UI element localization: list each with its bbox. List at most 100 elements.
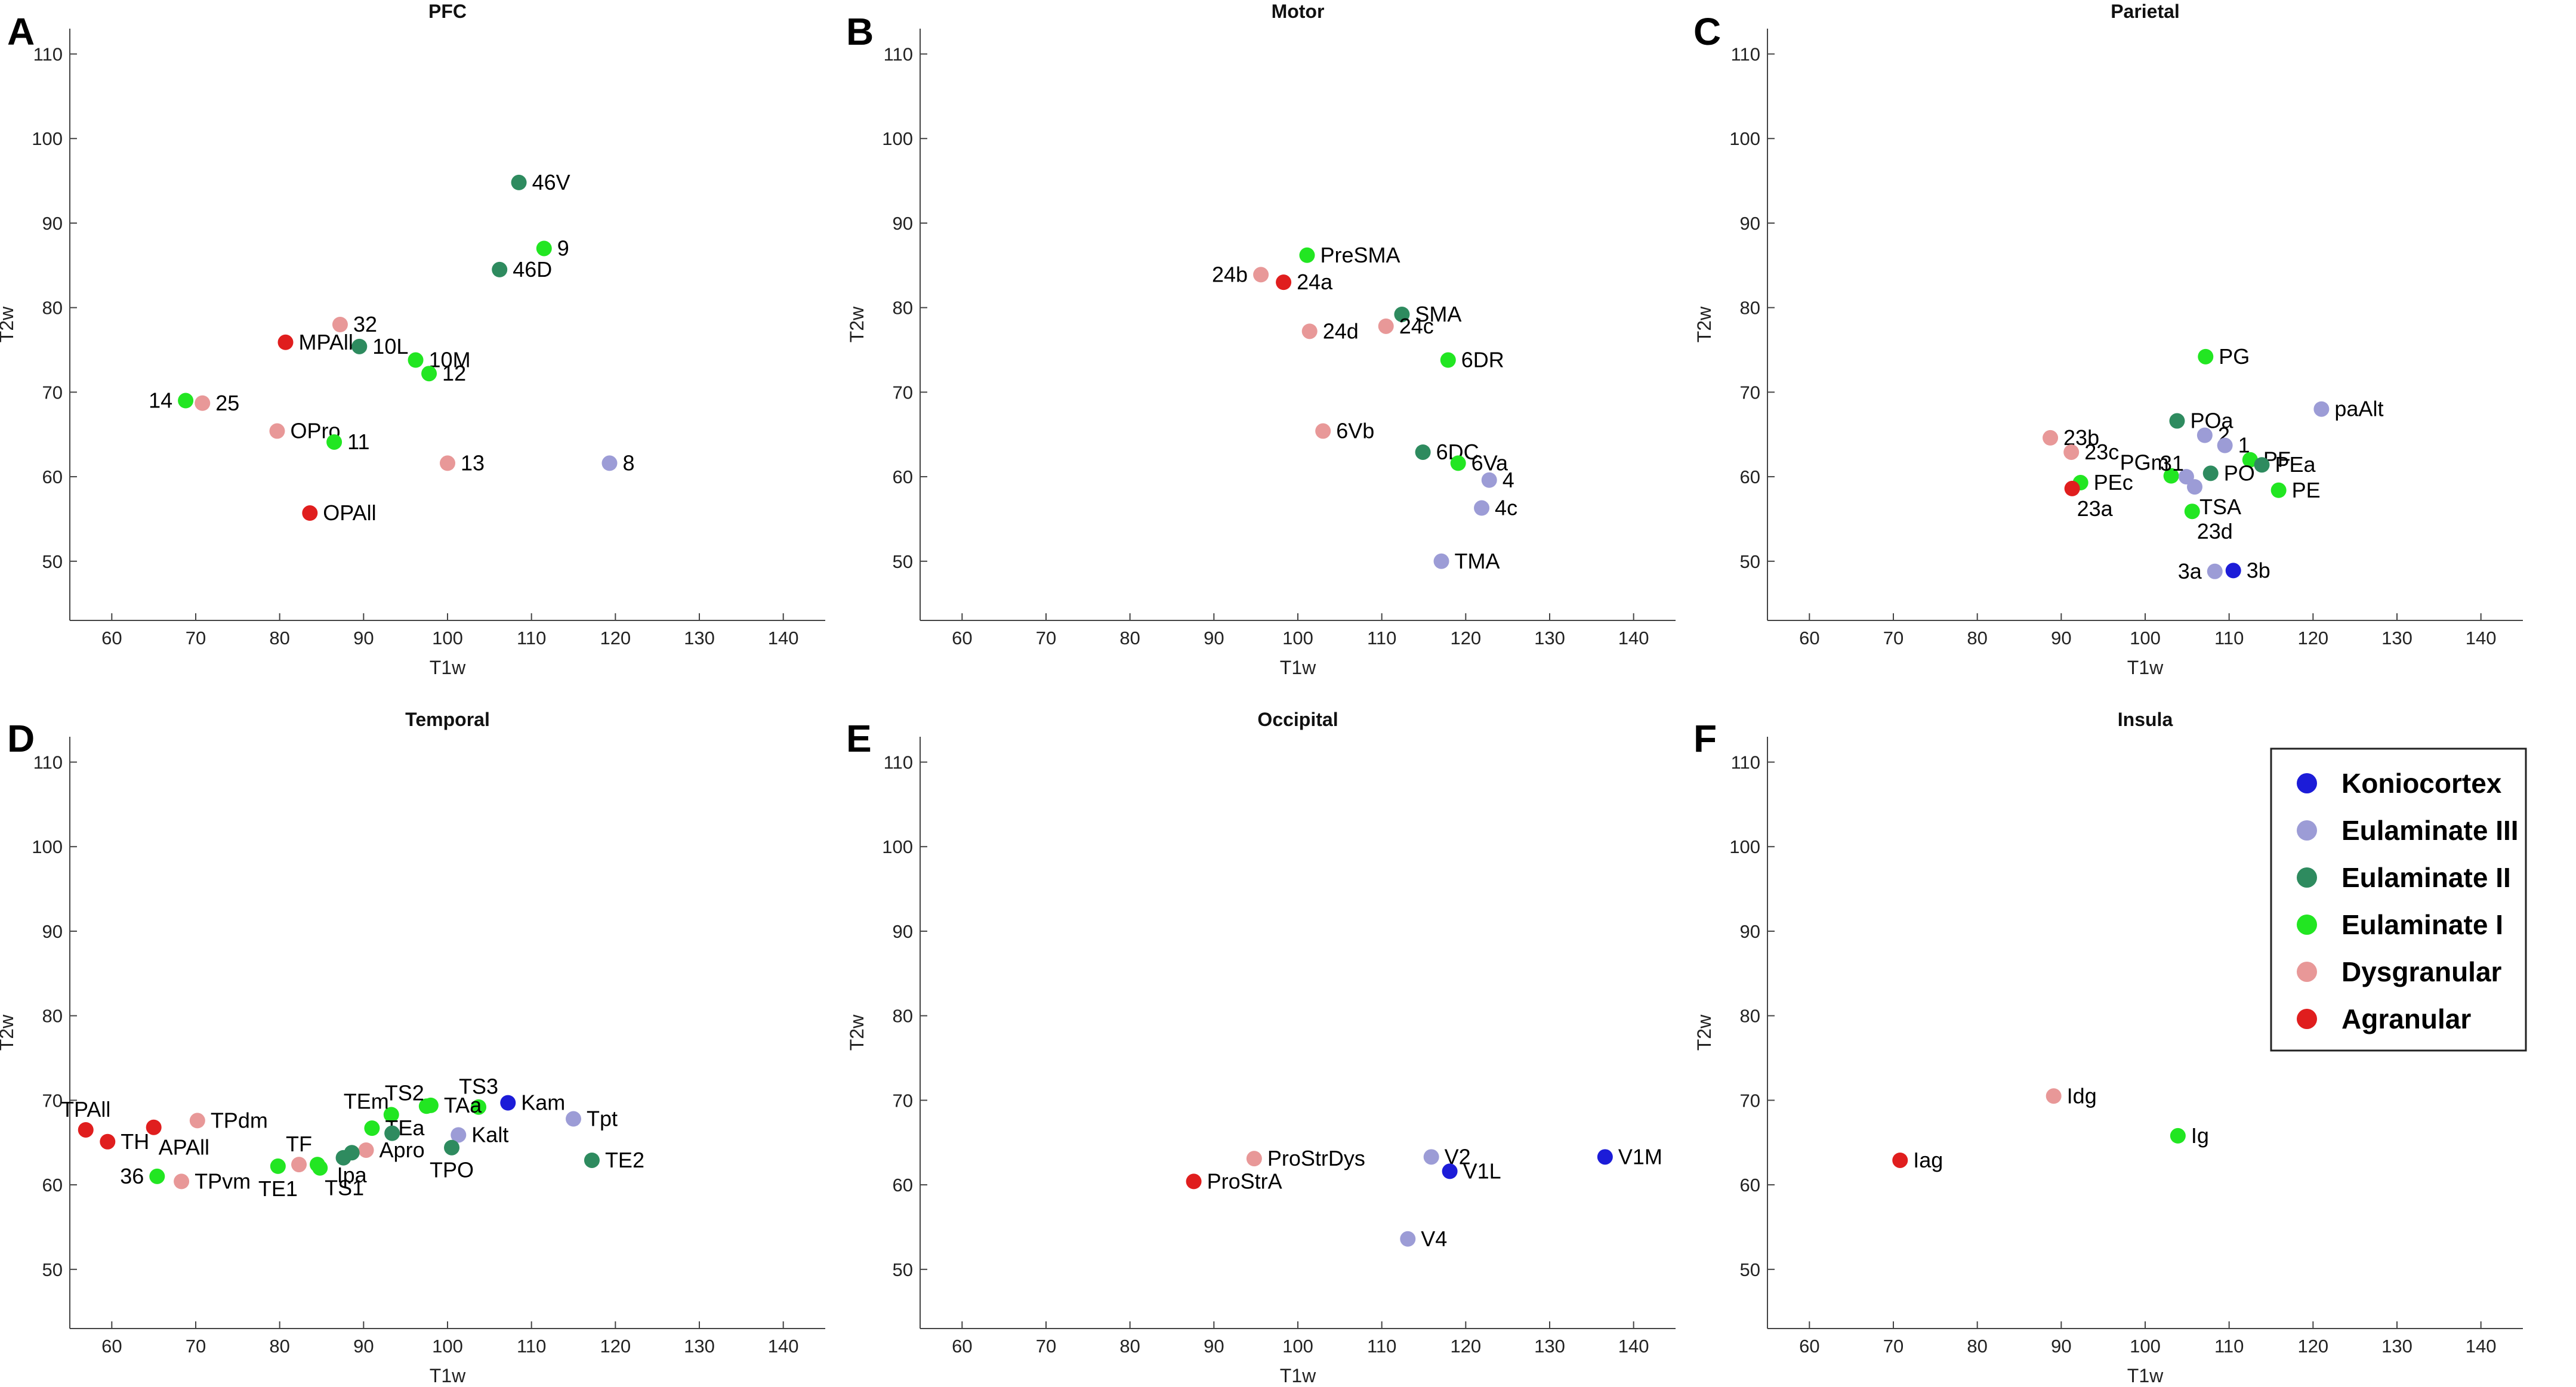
data-point — [440, 455, 455, 471]
point-label: V1M — [1618, 1144, 1662, 1169]
x-tick-label: 120 — [600, 1336, 631, 1357]
data-point — [2198, 348, 2214, 364]
legend-box — [2270, 747, 2527, 1052]
data-point — [2225, 563, 2241, 579]
data-point — [174, 1173, 190, 1190]
point-label: 6Va — [1471, 450, 1508, 475]
data-point — [364, 1120, 380, 1136]
data-point — [1440, 352, 1456, 368]
point-label: Ipa — [337, 1163, 368, 1187]
x-tick-label: 120 — [600, 628, 631, 648]
panel-motor: 60 70 80 90 100 110 120 130 140 50 60 70 80 90 100 110 T… — [846, 1, 1676, 678]
data-point — [312, 1160, 328, 1176]
x-tick-label: 60 — [952, 1336, 972, 1357]
data-point — [1892, 1152, 1908, 1168]
point-label: TH — [121, 1129, 149, 1154]
point-label: PGm — [2120, 450, 2169, 475]
y-tick-label: 100 — [32, 128, 63, 149]
y-tick-label: 70 — [1740, 1090, 1760, 1111]
point-label: paAlt — [2334, 397, 2383, 421]
x-tick-label: 120 — [1450, 1336, 1481, 1357]
x-tick-label: 70 — [1883, 628, 1904, 648]
data-point — [536, 240, 552, 257]
x-axis-label: T1w — [2127, 657, 2164, 678]
point-label: TPAll — [61, 1097, 110, 1122]
point-label: 4 — [1503, 468, 1514, 492]
x-tick-label: 100 — [1282, 1336, 1313, 1357]
x-tick-label: 120 — [2297, 628, 2328, 648]
point-label: TS3 — [459, 1074, 498, 1099]
point-label: TPdm — [211, 1108, 268, 1132]
y-tick-label: 60 — [42, 467, 63, 487]
data-point — [2207, 563, 2223, 579]
y-tick-label: 110 — [884, 44, 913, 65]
data-point — [421, 366, 437, 382]
data-point — [1481, 472, 1497, 488]
data-point — [1423, 1149, 1439, 1165]
data-point — [2064, 480, 2080, 496]
data-point — [1253, 267, 1269, 283]
y-tick-label: 50 — [893, 1259, 913, 1280]
data-point — [2169, 413, 2185, 429]
data-point — [2242, 452, 2258, 468]
x-tick-label: 120 — [2297, 1336, 2328, 1357]
legend-label: Koniocortex — [2341, 768, 2502, 799]
point-label: MPAll — [299, 330, 353, 354]
x-tick-label: 60 — [952, 628, 972, 648]
x-tick-label: 130 — [2381, 1336, 2413, 1357]
data-point — [146, 1119, 162, 1135]
point-label: Idg — [2067, 1083, 2097, 1108]
data-point — [1450, 455, 1466, 471]
legend-swatch — [2297, 867, 2317, 888]
y-tick-label: 60 — [893, 1175, 913, 1196]
point-label: 25 — [215, 391, 239, 415]
data-point — [358, 1142, 374, 1158]
point-label: Tpt — [587, 1107, 618, 1131]
panel-parietal: 60 70 80 90 100 110 120 130 140 50 60 70 80 90 100 110 T… — [1693, 1, 2523, 678]
y-tick-label: 50 — [893, 551, 913, 572]
legend-swatch — [2297, 915, 2317, 935]
data-point — [2186, 479, 2202, 495]
x-tick-label: 90 — [1204, 628, 1224, 648]
data-point — [1186, 1173, 1202, 1190]
point-label: SMA — [1415, 302, 1461, 326]
x-tick-label: 60 — [1799, 1336, 1819, 1357]
x-tick-label: 70 — [1036, 628, 1056, 648]
y-tick-label: 100 — [32, 836, 63, 857]
point-label: POa — [2190, 409, 2233, 433]
x-tick-label: 140 — [2466, 628, 2497, 648]
x-tick-label: 100 — [2130, 1336, 2161, 1357]
legend: Koniocortex Eulaminate III Eulaminate II Eu… — [2270, 747, 2527, 1052]
point-label: TE2 — [605, 1148, 644, 1172]
point-label: ProStrDys — [1267, 1146, 1365, 1170]
panel-title: Parietal — [2111, 1, 2180, 22]
data-point — [1415, 444, 1431, 460]
x-tick-label: 60 — [1799, 628, 1819, 648]
point-label: 4c — [1495, 496, 1517, 520]
y-tick-label: 90 — [1740, 921, 1760, 942]
y-tick-label: 70 — [1740, 382, 1760, 403]
point-label: 23d — [2197, 519, 2233, 543]
y-tick-label: 90 — [1740, 213, 1760, 234]
panel-insula: 60 70 80 90 100 110 120 130 140 50 60 70 80 90 100 110 T… — [1693, 709, 2523, 1386]
y-tick-label: 90 — [893, 921, 913, 942]
point-label: 14 — [149, 388, 172, 413]
point-label: V4 — [1421, 1227, 1447, 1251]
x-tick-label: 70 — [186, 1336, 206, 1357]
data-point — [332, 317, 348, 332]
point-label: 10L — [372, 334, 408, 359]
legend-swatch — [2297, 773, 2317, 793]
x-tick-label: 60 — [101, 628, 122, 648]
data-point — [351, 338, 368, 354]
point-label: 24d — [1323, 319, 1359, 343]
panel-title: Occipital — [1257, 709, 1338, 730]
data-point — [2270, 482, 2287, 498]
legend-label: Eulaminate I — [2341, 909, 2503, 940]
data-point — [2184, 503, 2200, 520]
data-point — [2046, 1088, 2062, 1104]
panel-letter: E — [846, 717, 872, 760]
data-point — [149, 1168, 165, 1184]
y-tick-label: 60 — [893, 467, 913, 487]
data-point — [1299, 247, 1315, 263]
y-tick-label: 50 — [1740, 1259, 1760, 1280]
